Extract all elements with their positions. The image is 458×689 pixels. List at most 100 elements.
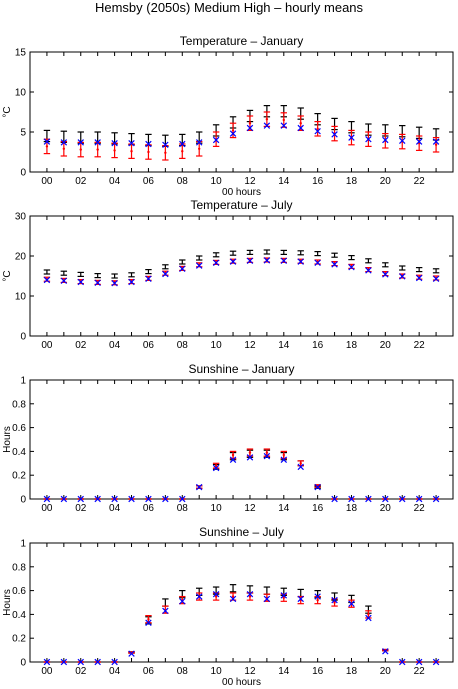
marker-stroke — [297, 463, 304, 471]
data-point — [348, 263, 355, 271]
x-tick-label: 14 — [278, 340, 290, 351]
marker-stroke — [263, 122, 271, 129]
x-tick-label: 08 — [177, 176, 189, 187]
error-bar — [297, 460, 304, 467]
marker-stroke — [331, 261, 338, 268]
plot-frame — [29, 51, 454, 173]
marker-stroke — [195, 483, 203, 491]
data-point — [179, 140, 186, 148]
data-point — [60, 658, 68, 666]
figure-title: Hemsby (2050s) Medium High – hourly mean… — [94, 0, 364, 15]
data-point — [229, 258, 237, 265]
data-point — [282, 596, 285, 599]
data-point — [113, 149, 116, 152]
error-bar — [365, 258, 372, 264]
x-tick-label: 02 — [75, 503, 87, 514]
data-point — [94, 139, 101, 146]
x-tick-label: 18 — [346, 176, 358, 187]
x-tick-label: 00 — [41, 503, 53, 514]
data-point — [265, 451, 269, 454]
marker-stroke — [195, 262, 203, 269]
data-point — [145, 140, 152, 148]
marker-stroke — [415, 495, 423, 503]
data-point — [297, 124, 304, 132]
x-tick-label: 20 — [380, 666, 392, 677]
data-point — [145, 495, 152, 503]
data-point — [212, 590, 220, 598]
x-tick-label: 06 — [143, 503, 155, 514]
x-tick-label: 08 — [177, 340, 189, 351]
marker-stroke — [111, 279, 118, 287]
x-tick-label: 16 — [312, 176, 324, 187]
marker-stroke — [432, 275, 440, 283]
data-point — [297, 258, 304, 265]
data-point — [365, 614, 372, 622]
marker-stroke — [415, 658, 423, 666]
x-tick-label: 06 — [143, 666, 155, 677]
marker-stroke — [399, 137, 406, 145]
series-black — [43, 104, 440, 147]
data-point — [162, 141, 169, 149]
error-bar — [229, 122, 237, 139]
marker-stroke — [263, 257, 271, 264]
data-point — [331, 131, 338, 138]
y-axis-label: Hours — [2, 426, 13, 453]
marker-stroke — [263, 452, 271, 460]
data-point — [212, 464, 220, 472]
data-point — [263, 452, 271, 460]
error-bar — [77, 271, 84, 277]
marker-stroke — [128, 139, 135, 147]
y-axis-label: °C — [2, 270, 13, 281]
y-tick-label: 0.4 — [12, 447, 26, 458]
data-point — [162, 270, 169, 278]
data-point — [331, 495, 338, 503]
y-tick-label: 20 — [15, 252, 27, 263]
data-point — [111, 495, 118, 503]
error-bar — [60, 270, 68, 276]
marker-stroke — [111, 495, 118, 503]
plot-frame — [29, 542, 454, 663]
data-point — [415, 658, 423, 666]
data-point — [280, 257, 288, 265]
data-point — [265, 118, 269, 121]
marker-stroke — [162, 495, 169, 503]
marker-stroke — [162, 141, 169, 149]
x-tick-label: 10 — [211, 340, 223, 351]
data-point — [195, 262, 203, 269]
data-point — [62, 147, 66, 150]
error-bar — [229, 592, 237, 601]
chart-title: Sunshine – July — [199, 525, 284, 539]
data-point — [399, 137, 406, 145]
data-point — [111, 279, 118, 287]
y-tick-label: 0 — [20, 658, 26, 669]
x-tick-label: 04 — [109, 666, 121, 677]
data-point — [147, 617, 150, 621]
x-tick-label: 04 — [109, 340, 121, 351]
marker-stroke — [212, 590, 220, 598]
data-point — [128, 139, 135, 147]
marker-stroke — [365, 135, 372, 143]
marker-stroke — [314, 127, 321, 135]
data-point — [248, 595, 252, 598]
error-bar — [246, 249, 254, 255]
marker-stroke — [246, 454, 254, 461]
data-point — [246, 124, 254, 132]
y-tick-label: 0.8 — [12, 562, 26, 573]
series-red — [43, 111, 440, 161]
data-point — [214, 595, 218, 598]
error-bar — [229, 584, 237, 593]
data-point — [179, 495, 186, 503]
data-point — [280, 456, 288, 463]
marker-stroke — [77, 658, 84, 666]
y-tick-label: 1 — [20, 539, 26, 550]
data-point — [297, 463, 304, 471]
marker-stroke — [348, 495, 355, 503]
data-point — [263, 595, 271, 603]
data-point — [162, 607, 169, 615]
marker-stroke — [432, 658, 440, 666]
data-point — [415, 138, 423, 145]
error-bar — [77, 131, 84, 144]
x-tick-label: 06 — [143, 340, 155, 351]
marker-stroke — [43, 276, 51, 284]
